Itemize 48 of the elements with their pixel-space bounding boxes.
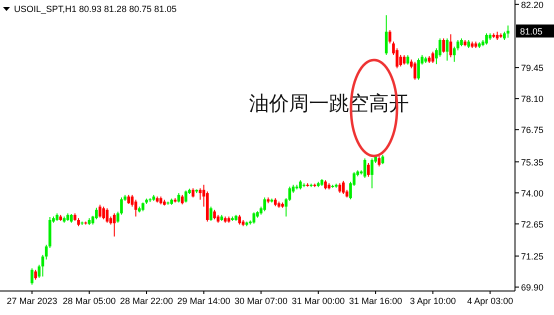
candlestick: [442, 38, 445, 54]
candlestick: [506, 25, 510, 38]
y-tick-label: 82.20: [521, 0, 544, 10]
y-tick-label: 74.00: [521, 188, 544, 198]
y-tick-label: 78.10: [521, 94, 544, 104]
x-tick-label: 30 Mar 07:00: [234, 296, 288, 306]
candlestick: [263, 196, 266, 212]
candlestick: [299, 180, 302, 190]
candlestick: [324, 180, 327, 190]
candlestick: [414, 61, 416, 80]
candlestick: [130, 194, 134, 208]
y-tick-label: 76.75: [521, 125, 544, 136]
chart-title: USOIL_SPT,H1 80.93 81.28 80.75 81.05: [14, 4, 177, 14]
candlestick: [252, 212, 256, 224]
y-tick-label: 79.45: [521, 63, 544, 74]
candlestick: [184, 190, 188, 204]
x-tick-label: 29 Mar 14:00: [177, 296, 230, 306]
candlestick: [102, 206, 105, 220]
candlestick: [34, 269, 37, 280]
x-tick-label: 31 Mar 00:00: [292, 296, 345, 306]
x-tick-label: 31 Mar 16:00: [349, 296, 402, 306]
candlestick: [485, 32, 488, 46]
x-tick-label: 4 Apr 03:00: [467, 296, 514, 306]
text: 81.05: [520, 26, 543, 36]
y-tick-label: 71.25: [521, 252, 544, 262]
candlestick: [30, 268, 34, 286]
y-tick-label: 75.35: [521, 157, 544, 168]
candlestick: [342, 180, 345, 194]
candlestick: [98, 204, 102, 218]
candlestick: [367, 162, 370, 178]
candlestick: [378, 156, 381, 167]
candlestick: [399, 54, 402, 67]
x-tick-label: 27 Mar 2023: [6, 296, 58, 306]
x-tick-label: 28 Mar 05:00: [62, 296, 116, 306]
y-tick-label: 72.65: [521, 219, 544, 230]
candlestick: [370, 158, 374, 189]
candlestick: [41, 254, 44, 278]
candlestick: [417, 58, 420, 80]
candlestick: [134, 199, 138, 218]
candlestick: [192, 188, 194, 198]
y-tick-label: 69.90: [521, 282, 544, 293]
candlestick: [384, 14, 388, 56]
candlestick: [238, 214, 241, 226]
x-tick-label: 3 Apr 10:00: [410, 296, 456, 306]
candlestick: [213, 209, 216, 220]
candlestick: [210, 206, 212, 222]
x-tick-label: 28 Mar 22:00: [120, 296, 174, 306]
candlestick: [388, 30, 392, 44]
